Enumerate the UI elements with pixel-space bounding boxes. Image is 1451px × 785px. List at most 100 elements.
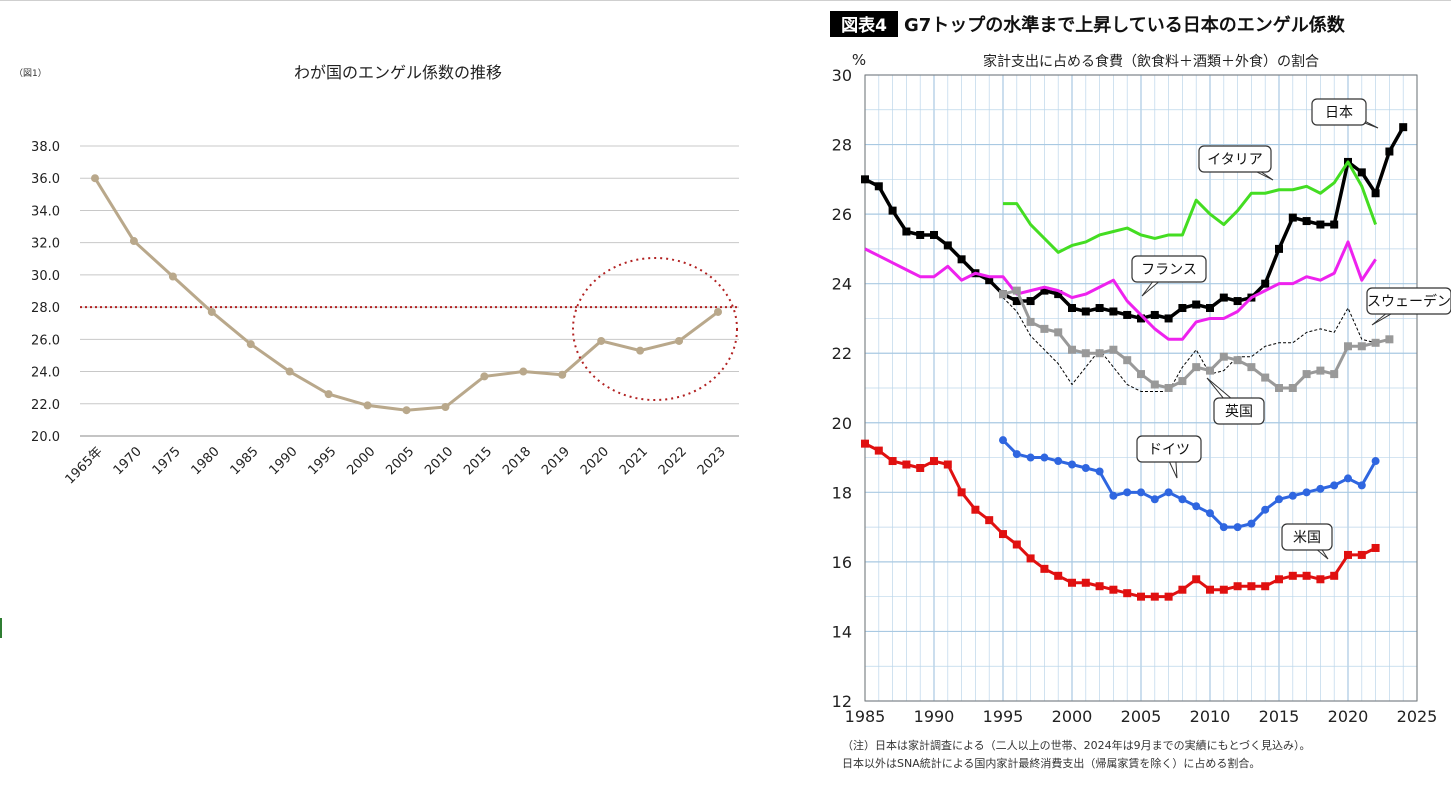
y-tick-label: 22 bbox=[832, 344, 852, 363]
data-point bbox=[1357, 550, 1366, 559]
data-point bbox=[1275, 495, 1283, 504]
data-point bbox=[1012, 540, 1021, 549]
x-tick-label: 2025 bbox=[1397, 707, 1438, 726]
data-point bbox=[1054, 457, 1063, 466]
data-point bbox=[558, 370, 567, 379]
series-label-text: 日本 bbox=[1325, 105, 1353, 121]
x-tick-label: 2021 bbox=[617, 444, 651, 478]
data-point bbox=[1026, 297, 1035, 306]
data-point bbox=[597, 336, 606, 345]
data-point bbox=[999, 530, 1007, 539]
x-tick-label: 1975 bbox=[150, 444, 184, 478]
series-label-text: 米国 bbox=[1293, 530, 1321, 546]
data-point bbox=[1012, 297, 1021, 306]
data-point bbox=[1247, 582, 1256, 591]
series-line bbox=[864, 126, 1405, 321]
note-line-1: （注）日本は家計調査による（二人以上の世帯、2024年は9月までの実績にもとづく… bbox=[842, 738, 1311, 752]
data-point bbox=[957, 255, 966, 264]
data-point bbox=[957, 488, 966, 497]
data-point bbox=[1081, 463, 1090, 472]
data-point bbox=[1288, 384, 1297, 392]
chart-title: わが国のエンゲル係数の推移 bbox=[294, 63, 502, 82]
data-point bbox=[1068, 578, 1076, 587]
data-point bbox=[1192, 502, 1201, 511]
data-point bbox=[1054, 571, 1063, 580]
series-line bbox=[864, 240, 1377, 341]
x-tick-label: 2005 bbox=[383, 444, 417, 478]
y-tick-label: 24.0 bbox=[31, 366, 60, 381]
data-point bbox=[480, 372, 489, 381]
series-6 bbox=[861, 439, 1380, 601]
data-point bbox=[1109, 491, 1118, 500]
chart-title: G7トップの水準まで上昇している日本のエンゲル係数 bbox=[904, 14, 1346, 36]
data-point bbox=[1137, 488, 1145, 497]
data-point bbox=[1206, 366, 1214, 375]
data-point bbox=[1026, 453, 1035, 462]
x-tick-label: 1985 bbox=[228, 444, 262, 478]
data-point bbox=[861, 439, 869, 448]
series-3 bbox=[1002, 297, 1390, 392]
y-axis-ticks: 38.0 36.0 34.0 32.0 30.0 28.0 26.0 24.0 22.0 20.0 bbox=[31, 140, 60, 445]
data-point bbox=[1206, 304, 1214, 313]
data-point bbox=[1316, 220, 1325, 229]
y-tick-label: 12 bbox=[832, 692, 852, 711]
data-point bbox=[1316, 575, 1325, 584]
data-point bbox=[1123, 488, 1132, 497]
data-point bbox=[1385, 147, 1394, 156]
x-tick-label: 2005 bbox=[1121, 707, 1162, 726]
y-tick-label: 26 bbox=[832, 205, 852, 224]
data-point bbox=[1164, 314, 1173, 323]
series-label-text: ドイツ bbox=[1148, 442, 1190, 458]
data-point bbox=[1330, 370, 1339, 379]
data-point bbox=[1275, 575, 1283, 584]
data-point bbox=[1357, 481, 1366, 490]
series-label-4: 英国 bbox=[1206, 377, 1265, 425]
data-point bbox=[1192, 575, 1201, 584]
x-tick-label: 1985 bbox=[845, 707, 886, 726]
data-point bbox=[874, 446, 883, 455]
data-point bbox=[1081, 349, 1090, 358]
x-tick-label: 2020 bbox=[578, 444, 612, 478]
data-point bbox=[1261, 373, 1270, 382]
series-label-2: フランス bbox=[1131, 255, 1207, 297]
data-point bbox=[971, 505, 980, 514]
data-point bbox=[1302, 571, 1311, 580]
data-point bbox=[1344, 550, 1352, 559]
plot-frame bbox=[864, 74, 1418, 702]
data-point bbox=[888, 206, 897, 215]
series-0 bbox=[861, 123, 1408, 323]
g7-engel-chart-svg: 図表4 G7トップの水準まで上昇している日本のエンゲル係数 家計支出に占める食費… bbox=[830, 11, 1451, 770]
data-point bbox=[1233, 523, 1242, 532]
data-point bbox=[1178, 585, 1187, 594]
data-point bbox=[1316, 484, 1325, 493]
series-label-text: 英国 bbox=[1225, 403, 1253, 420]
data-point bbox=[1330, 481, 1339, 490]
data-point bbox=[1054, 290, 1063, 299]
data-point bbox=[1137, 370, 1145, 379]
data-point bbox=[1164, 384, 1173, 392]
data-point bbox=[1371, 457, 1380, 466]
data-point bbox=[324, 390, 333, 399]
data-point bbox=[916, 230, 925, 239]
data-point bbox=[1040, 324, 1049, 333]
data-point bbox=[1150, 380, 1159, 389]
chart-subtitle: 家計支出に占める食費（飲食料＋酒類＋外食）の割合 bbox=[983, 53, 1319, 70]
series-4 bbox=[999, 286, 1394, 392]
data-point bbox=[1344, 342, 1352, 351]
series-label-0: 日本 bbox=[1311, 98, 1379, 129]
y-tick-label: 28.0 bbox=[31, 301, 60, 316]
data-point bbox=[1164, 488, 1173, 497]
data-point bbox=[930, 457, 938, 466]
data-point bbox=[902, 227, 911, 236]
series-label-text: スウェーデン bbox=[1367, 293, 1451, 310]
x-tick-label: 2023 bbox=[695, 444, 729, 478]
series-group bbox=[861, 123, 1408, 601]
x-tick-label: 1980 bbox=[189, 444, 223, 478]
data-point bbox=[888, 457, 897, 466]
data-point bbox=[930, 230, 938, 239]
series-line bbox=[1002, 297, 1390, 392]
data-point bbox=[1123, 310, 1132, 319]
y-tick-label: 16 bbox=[832, 553, 852, 572]
data-point bbox=[1371, 338, 1380, 347]
